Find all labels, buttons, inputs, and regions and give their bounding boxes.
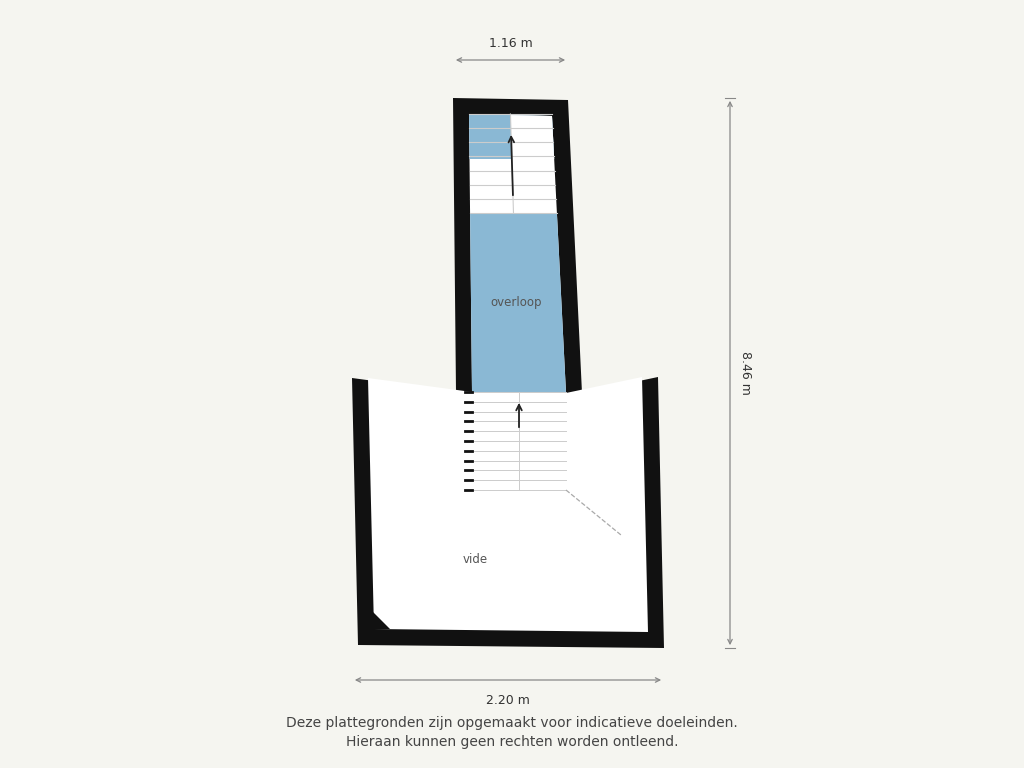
Polygon shape <box>470 213 566 393</box>
Text: 1.16 m: 1.16 m <box>488 37 532 50</box>
Text: 2.20 m: 2.20 m <box>486 694 530 707</box>
Polygon shape <box>368 377 648 632</box>
Text: vide: vide <box>463 553 487 566</box>
Polygon shape <box>472 392 566 490</box>
Polygon shape <box>352 98 664 648</box>
Polygon shape <box>469 114 566 393</box>
Polygon shape <box>368 607 390 629</box>
Text: overloop: overloop <box>490 296 542 309</box>
Polygon shape <box>469 114 554 159</box>
Text: Deze plattegronden zijn opgemaakt voor indicatieve doeleinden.: Deze plattegronden zijn opgemaakt voor i… <box>286 716 738 730</box>
Text: 8.46 m: 8.46 m <box>739 351 753 395</box>
Text: Hieraan kunnen geen rechten worden ontleend.: Hieraan kunnen geen rechten worden ontle… <box>346 735 678 749</box>
Polygon shape <box>511 115 554 159</box>
